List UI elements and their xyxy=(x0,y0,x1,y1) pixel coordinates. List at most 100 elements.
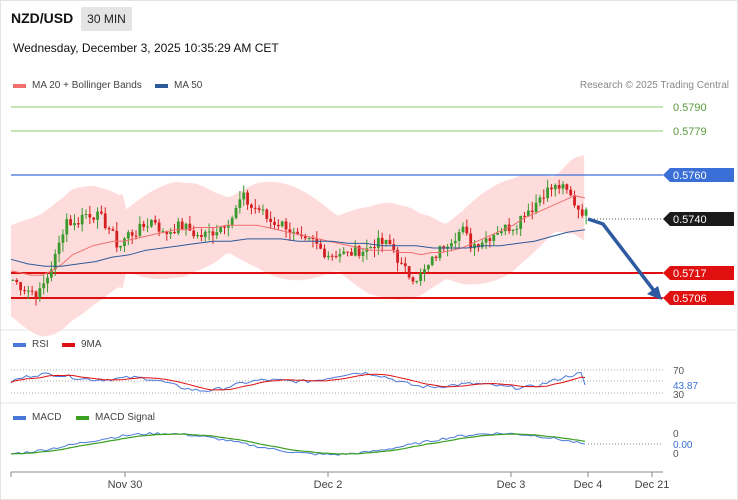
candle-body xyxy=(523,215,526,217)
candle-body xyxy=(126,232,130,239)
candle-body xyxy=(269,218,273,222)
candle-body xyxy=(134,235,138,237)
candle-body xyxy=(342,251,346,254)
candle-body xyxy=(476,244,480,248)
candle-body xyxy=(346,251,349,253)
candle-body xyxy=(450,243,453,247)
candle-body xyxy=(542,197,546,199)
candle-body xyxy=(326,255,330,258)
candle-body xyxy=(84,214,88,216)
candle-body xyxy=(265,209,269,219)
timeframe-badge[interactable]: 30 MIN xyxy=(81,7,132,31)
candle-body xyxy=(357,245,361,256)
candle-body xyxy=(119,245,123,248)
candle-body xyxy=(223,226,226,228)
candle-body xyxy=(492,234,496,241)
ma50-line xyxy=(10,229,586,267)
candle-body xyxy=(242,192,246,200)
candle-body xyxy=(334,255,338,257)
candle-body xyxy=(311,237,315,239)
candle-body xyxy=(380,237,384,244)
candle-body xyxy=(338,253,342,257)
bollinger-band-area xyxy=(11,155,585,337)
candle-body xyxy=(507,224,511,232)
candle-body xyxy=(234,207,238,219)
candle-body xyxy=(580,209,584,216)
candle-body xyxy=(350,251,353,256)
candle-body xyxy=(196,235,199,237)
candle-body xyxy=(307,237,311,239)
legend-macd-signal: MACD Signal xyxy=(76,412,155,423)
candle-body xyxy=(34,291,38,298)
symbol-title: NZD/USD xyxy=(11,10,74,26)
rsi-line xyxy=(10,371,586,392)
legend-macd-signal-label: MACD Signal xyxy=(95,412,156,423)
candle-body xyxy=(61,234,65,243)
candle-body xyxy=(26,290,30,292)
rsi-label-70: 70 xyxy=(673,366,685,377)
rsi-swatch xyxy=(13,342,26,347)
moving-averages xyxy=(10,195,586,276)
candle-body xyxy=(480,242,484,248)
candle-body xyxy=(276,224,280,227)
chart-datetime: Wednesday, December 3, 2025 10:35:29 AM … xyxy=(13,41,279,55)
candle-body xyxy=(65,219,69,235)
macd-lines xyxy=(10,431,586,456)
x-axis-label: Dec 3 xyxy=(497,479,526,491)
candle-body xyxy=(426,265,430,270)
x-axis-label: Nov 30 xyxy=(108,479,143,491)
candle-body xyxy=(280,221,284,227)
price-tag-r1: 0.5760 xyxy=(663,168,734,182)
candle-body xyxy=(157,222,161,232)
candle-body xyxy=(430,256,434,266)
candle-body xyxy=(176,221,180,234)
price-tag-s1: 0.5717 xyxy=(663,266,734,280)
candle-body xyxy=(557,184,561,189)
candle-body xyxy=(146,226,149,228)
candle-body xyxy=(250,204,253,208)
candle-body xyxy=(292,231,296,233)
candle-body xyxy=(46,277,49,284)
candle-body xyxy=(211,231,215,236)
legend-ma50: MA 50 xyxy=(155,80,202,91)
candle-body xyxy=(584,209,588,216)
candle-body xyxy=(576,205,580,210)
candle-body xyxy=(319,243,323,249)
rsi-ma-line xyxy=(10,373,586,391)
rsi-label-30: 30 xyxy=(673,390,685,401)
candle-body xyxy=(207,231,211,233)
candle-body xyxy=(534,202,538,212)
candle-body xyxy=(415,281,419,283)
candle-body xyxy=(261,209,265,211)
legend-rsi: RSI xyxy=(13,339,49,350)
candle-body xyxy=(519,215,523,229)
candle-body xyxy=(180,221,184,230)
candle-body xyxy=(15,279,19,283)
candle-body xyxy=(99,211,103,214)
macd-value-label: 0.00 xyxy=(673,440,693,451)
candle-body xyxy=(38,288,42,298)
candle-body xyxy=(526,210,530,217)
candle-body xyxy=(373,247,376,249)
price-label-r3: 0.5790 xyxy=(673,102,707,114)
candle-body xyxy=(184,223,188,230)
legend-rsi-ma: 9MA xyxy=(62,339,102,350)
candle-body xyxy=(369,247,373,249)
legend-ma50-label: MA 50 xyxy=(174,80,203,91)
legend-rsi-ma-label: 9MA xyxy=(81,339,102,350)
candle-body xyxy=(396,249,399,263)
candle-body xyxy=(30,290,34,292)
candle-body xyxy=(215,232,219,236)
candle-body xyxy=(138,223,142,236)
candle-body xyxy=(511,229,515,232)
ma20-line xyxy=(10,195,586,276)
price-label-r2: 0.5779 xyxy=(673,126,707,138)
candle-body xyxy=(115,230,119,248)
candle-body xyxy=(500,231,503,234)
candle-body xyxy=(569,189,573,196)
candle-body xyxy=(192,230,196,237)
legend-macd-label: MACD xyxy=(32,412,62,423)
x-axis-label: Dec 4 xyxy=(574,479,603,491)
candle-body xyxy=(188,223,192,231)
